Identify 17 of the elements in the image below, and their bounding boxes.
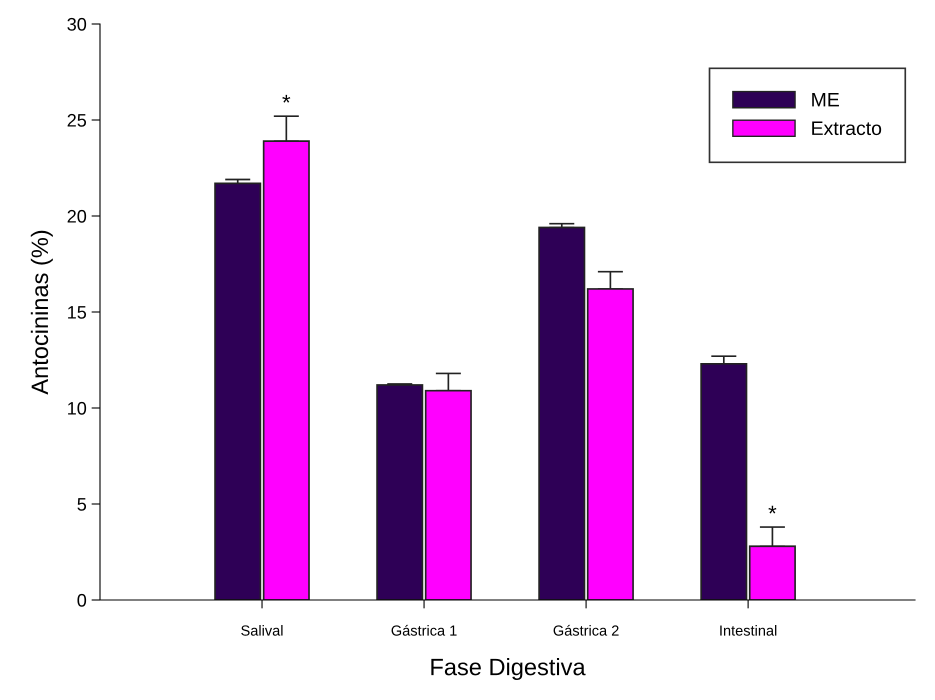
x-tick-label: Intestinal	[720, 625, 776, 636]
y-tick-label: 5	[77, 498, 86, 511]
x-tick-label: Gástrica 2	[554, 624, 619, 636]
y-tick-label: 10	[68, 402, 86, 415]
y-tick-label: 20	[68, 210, 86, 223]
legend-label: Extracto	[812, 122, 882, 136]
data-label: *	[282, 94, 290, 103]
y-tick-label: 0	[77, 594, 86, 607]
y-axis-title: Antocininas (%)	[30, 230, 53, 395]
x-tick-label: Salival	[241, 625, 283, 636]
legend-label: ME	[812, 93, 839, 106]
y-tick-label: 25	[68, 114, 86, 127]
y-tick-label: 15	[68, 306, 86, 319]
y-tick-label: 30	[67, 18, 86, 31]
x-axis-title: Fase Digestiva	[431, 658, 586, 680]
x-tick-label: Gástrica 1	[392, 624, 457, 636]
data-label: *	[768, 506, 776, 514]
